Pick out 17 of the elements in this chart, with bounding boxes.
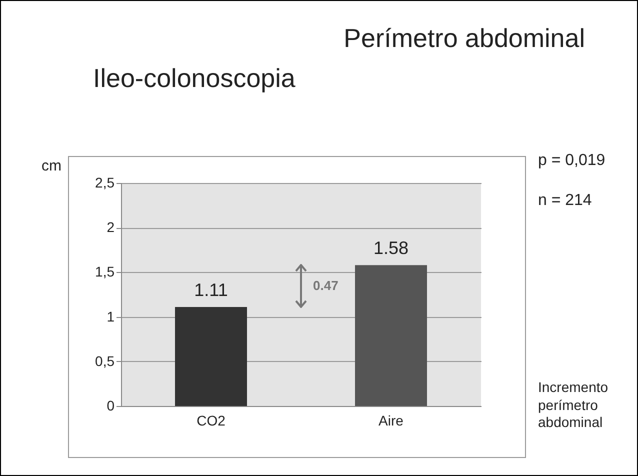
y-tick-label: 2,5 xyxy=(95,174,115,190)
data-label: 1.11 xyxy=(194,280,228,300)
chart-title: Perímetro abdominal xyxy=(344,23,585,54)
y-tick-label: 1,5 xyxy=(95,264,115,280)
x-tick-label: Aire xyxy=(378,412,404,428)
y-axis-title: cm xyxy=(42,158,62,174)
chart-subtitle: Ileo-colonoscopia xyxy=(93,63,296,94)
text: Incremento perímetro abdominal xyxy=(538,379,610,432)
annotation: 0.47 xyxy=(313,278,338,294)
text: p = 0,019 xyxy=(538,151,606,171)
data-label: 1.58 xyxy=(373,238,409,258)
y-tick-label: 2 xyxy=(106,219,115,236)
text: n = 214 xyxy=(538,191,593,211)
y-tick-label: 0,5 xyxy=(95,352,115,369)
x-tick-label: CO2 xyxy=(196,412,226,428)
y-tick-label: 0 xyxy=(106,398,115,414)
y-tick-label: 1 xyxy=(106,308,115,324)
